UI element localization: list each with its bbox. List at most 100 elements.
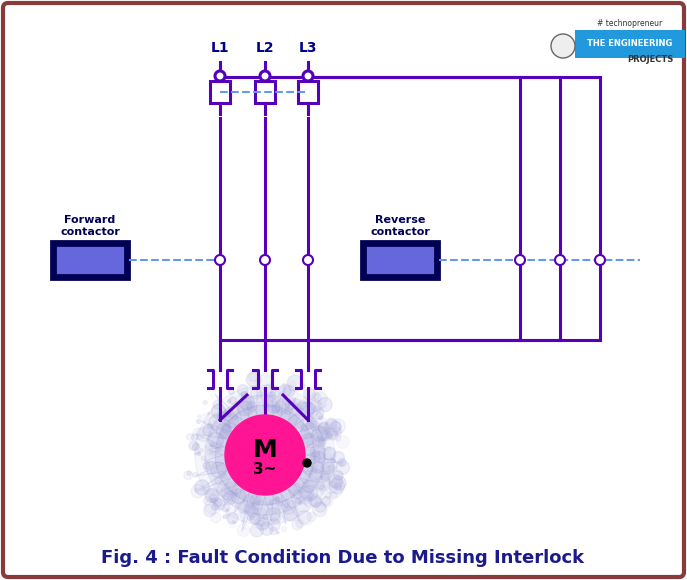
Circle shape: [245, 505, 257, 517]
Circle shape: [220, 429, 229, 437]
Circle shape: [316, 412, 323, 419]
Circle shape: [193, 472, 198, 477]
Circle shape: [287, 375, 303, 391]
Circle shape: [324, 423, 334, 433]
Circle shape: [211, 444, 214, 447]
Circle shape: [192, 443, 199, 450]
Text: L3: L3: [299, 41, 317, 55]
Circle shape: [189, 441, 198, 451]
Circle shape: [311, 452, 320, 462]
Circle shape: [326, 428, 337, 438]
Circle shape: [272, 404, 280, 412]
Circle shape: [268, 519, 280, 531]
Circle shape: [205, 445, 207, 448]
Circle shape: [214, 477, 221, 484]
Circle shape: [186, 434, 193, 440]
Circle shape: [326, 447, 330, 451]
Circle shape: [210, 441, 216, 447]
Circle shape: [325, 481, 337, 494]
Circle shape: [279, 498, 282, 501]
Circle shape: [221, 488, 234, 500]
Circle shape: [283, 506, 297, 521]
Circle shape: [289, 415, 304, 429]
Circle shape: [234, 492, 238, 496]
Circle shape: [228, 399, 231, 403]
Circle shape: [260, 71, 270, 81]
Circle shape: [207, 424, 212, 429]
Circle shape: [216, 483, 230, 497]
Circle shape: [209, 415, 225, 430]
Circle shape: [338, 459, 346, 466]
Circle shape: [311, 461, 324, 473]
FancyBboxPatch shape: [210, 81, 230, 103]
Circle shape: [222, 424, 231, 433]
Circle shape: [211, 498, 216, 503]
Circle shape: [321, 474, 329, 482]
Circle shape: [299, 501, 302, 505]
Circle shape: [205, 462, 217, 474]
Circle shape: [284, 408, 291, 414]
Circle shape: [233, 521, 235, 523]
Circle shape: [297, 510, 311, 524]
Circle shape: [330, 422, 341, 432]
Circle shape: [200, 448, 203, 452]
Circle shape: [216, 442, 223, 449]
Circle shape: [282, 527, 286, 531]
Text: PROJECTS: PROJECTS: [627, 56, 673, 64]
Circle shape: [310, 400, 322, 411]
Circle shape: [334, 471, 343, 480]
Circle shape: [220, 481, 224, 485]
Circle shape: [229, 397, 236, 404]
Text: 3~: 3~: [254, 462, 277, 477]
Circle shape: [252, 517, 260, 524]
Circle shape: [215, 405, 315, 505]
Circle shape: [595, 255, 605, 265]
Text: # technopreneur: # technopreneur: [598, 19, 663, 27]
Circle shape: [214, 422, 217, 425]
Circle shape: [226, 513, 229, 516]
Circle shape: [330, 492, 337, 499]
Circle shape: [325, 420, 341, 436]
Circle shape: [236, 393, 251, 408]
Circle shape: [184, 471, 193, 480]
Circle shape: [255, 516, 269, 530]
Circle shape: [329, 474, 342, 488]
Circle shape: [205, 395, 325, 515]
Circle shape: [227, 420, 231, 424]
Circle shape: [306, 422, 314, 429]
Text: contactor: contactor: [370, 227, 430, 237]
Circle shape: [289, 380, 295, 387]
Circle shape: [306, 403, 317, 414]
Circle shape: [311, 434, 314, 437]
Circle shape: [322, 458, 337, 473]
Circle shape: [260, 255, 270, 265]
Circle shape: [276, 398, 284, 407]
Circle shape: [336, 461, 350, 474]
Circle shape: [335, 483, 341, 489]
Circle shape: [257, 517, 269, 530]
Circle shape: [227, 413, 231, 417]
Circle shape: [311, 407, 324, 419]
Circle shape: [238, 401, 252, 416]
Circle shape: [242, 401, 255, 414]
Circle shape: [282, 499, 289, 506]
Circle shape: [251, 516, 255, 520]
Circle shape: [330, 458, 335, 463]
Circle shape: [212, 503, 218, 510]
Circle shape: [307, 512, 316, 521]
Circle shape: [302, 384, 305, 388]
Circle shape: [268, 404, 275, 411]
Circle shape: [289, 501, 294, 505]
Circle shape: [229, 406, 240, 418]
Circle shape: [262, 514, 268, 520]
Circle shape: [310, 465, 324, 480]
Circle shape: [196, 419, 201, 423]
Circle shape: [258, 520, 264, 526]
Circle shape: [319, 416, 322, 420]
Circle shape: [321, 492, 324, 495]
Circle shape: [322, 462, 335, 475]
Circle shape: [315, 452, 326, 462]
Circle shape: [330, 419, 346, 434]
Circle shape: [249, 518, 251, 520]
Circle shape: [326, 433, 331, 438]
